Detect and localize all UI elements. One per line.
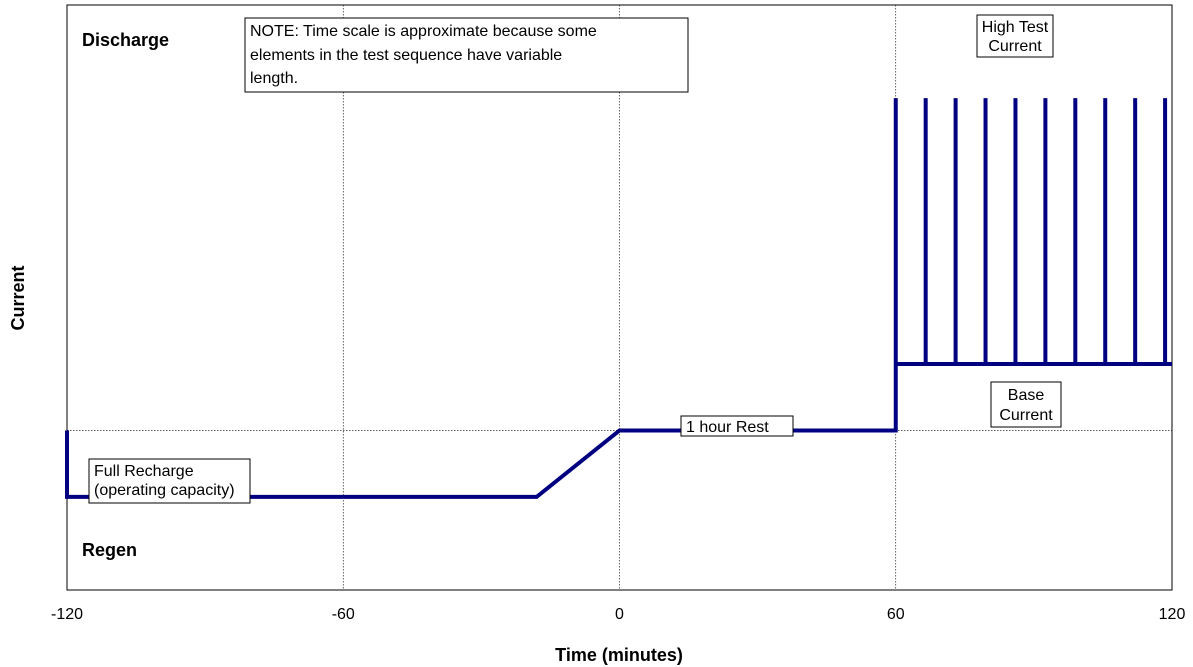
rest-annotation: 1 hour Rest — [680, 415, 794, 437]
base-current-line-1: Base — [1008, 387, 1045, 404]
high-current-line-2: Current — [988, 38, 1042, 55]
recharge-line-1: Full Recharge — [94, 463, 194, 480]
recharge-line-2: (operating capacity) — [94, 482, 235, 499]
note-line-2: elements in the test sequence have varia… — [250, 47, 562, 64]
x-tick-label: 120 — [1159, 606, 1186, 623]
high-current-line-1: High Test — [982, 19, 1049, 36]
note-line-3: length. — [250, 70, 298, 87]
region-label-regen: Regen — [82, 540, 137, 560]
x-tick-label: -60 — [332, 606, 355, 623]
note-annotation: NOTE: Time scale is approximate because … — [244, 17, 689, 93]
recharge-annotation: Full Recharge (operating capacity) — [88, 458, 251, 504]
y-axis-title: Current — [8, 265, 28, 330]
x-tick-label: -120 — [51, 606, 83, 623]
high-current-annotation: High Test Current — [976, 14, 1054, 58]
x-tick-label: 60 — [887, 606, 905, 623]
base-current-line-2: Current — [999, 407, 1053, 424]
x-tick-labels: -120 -60 0 60 120 — [51, 606, 1185, 623]
note-line-1: NOTE: Time scale is approximate because … — [250, 23, 597, 40]
rest-label: 1 hour Rest — [686, 419, 769, 436]
x-tick-label: 0 — [615, 606, 624, 623]
x-axis-title: Time (minutes) — [555, 645, 683, 665]
base-current-annotation: Base Current — [990, 381, 1062, 428]
current-profile-line — [65, 98, 1172, 499]
region-label-discharge: Discharge — [82, 30, 169, 50]
